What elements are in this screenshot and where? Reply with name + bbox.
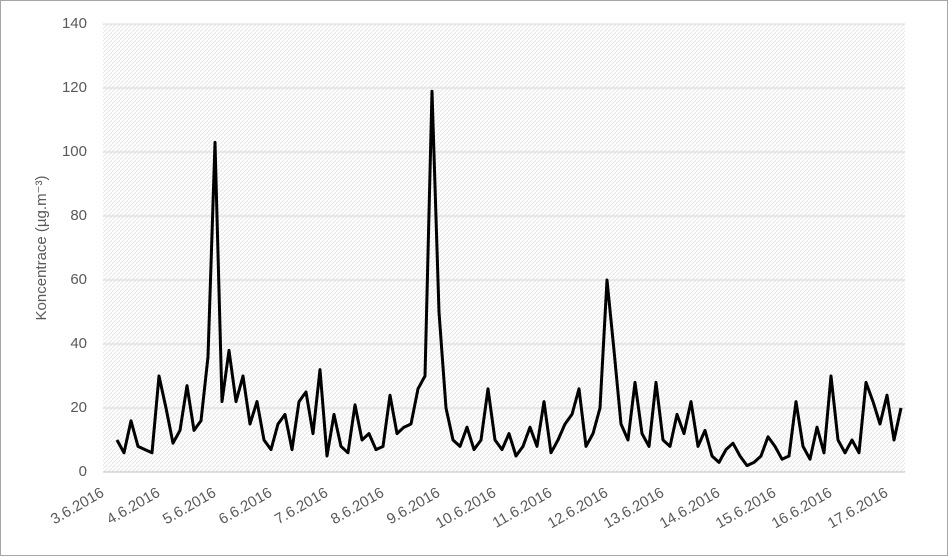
- y-tick-label: 20: [70, 399, 87, 416]
- plot-area: [103, 24, 905, 472]
- y-tick-label: 60: [70, 271, 87, 288]
- y-tick-label: 100: [62, 143, 87, 160]
- y-tick-label: 140: [62, 15, 87, 32]
- y-tick-label: 40: [70, 335, 87, 352]
- y-tick-label: 120: [62, 79, 87, 96]
- y-tick-label: 0: [79, 463, 87, 480]
- y-tick-label: 80: [70, 207, 87, 224]
- data-line: [115, 89, 903, 468]
- y-axis-title: Koncentrace (µg.m⁻³): [33, 176, 50, 321]
